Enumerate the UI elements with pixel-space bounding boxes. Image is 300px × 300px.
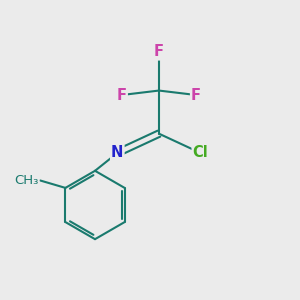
- Text: F: F: [191, 88, 201, 103]
- Text: F: F: [154, 44, 164, 59]
- Text: N: N: [111, 146, 124, 160]
- Text: CH₃: CH₃: [15, 174, 39, 187]
- Text: Cl: Cl: [193, 146, 208, 160]
- Text: F: F: [117, 88, 127, 103]
